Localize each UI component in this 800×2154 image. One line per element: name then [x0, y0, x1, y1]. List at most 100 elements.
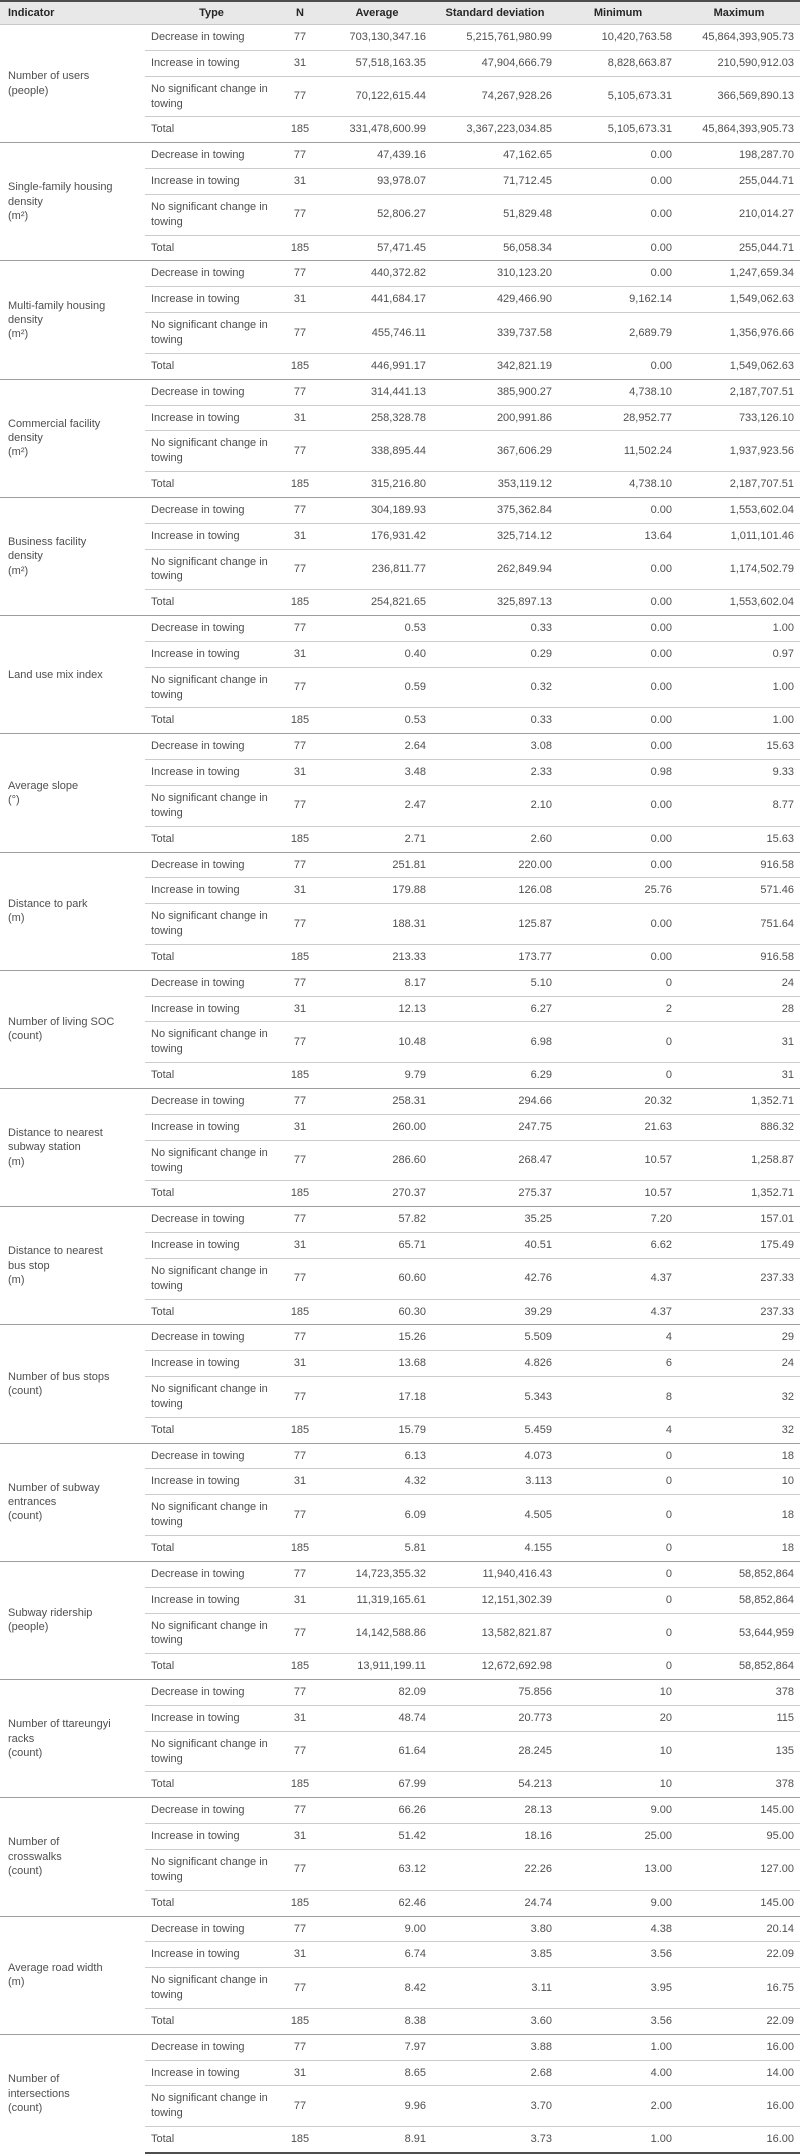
min-cell: 0: [558, 1560, 678, 1588]
n-cell: 77: [278, 1848, 322, 1891]
table-row: Total 185 331,478,600.99 3,367,223,034.85 5,…: [0, 116, 800, 143]
type-cell: Total: [145, 589, 278, 616]
min-cell: 0.00: [558, 785, 678, 827]
type-cell: Decrease in towing: [145, 1797, 278, 1824]
type-cell: Total: [145, 825, 278, 853]
n-cell: 31: [278, 1468, 322, 1495]
min-cell: 6.62: [558, 1232, 678, 1259]
average-cell: 14,723,355.32: [322, 1560, 432, 1588]
n-cell: 31: [278, 877, 322, 904]
table-row: Total 185 13,911,199.11 12,672,692.98 0 58,85…: [0, 1653, 800, 1680]
n-cell: 77: [278, 260, 322, 287]
average-cell: 3.48: [322, 759, 432, 786]
max-cell: 16.00: [678, 2126, 800, 2154]
min-cell: 0.00: [558, 615, 678, 642]
max-cell: 58,852,864: [678, 1560, 800, 1588]
table-row: Distance to nearest bus stop (m) Decrease…: [0, 1206, 800, 1325]
average-cell: 0.53: [322, 615, 432, 642]
indicator-cell: Number of subway entrances (count): [0, 1442, 145, 1562]
type-cell: No significant change in towing: [145, 430, 278, 472]
sd-cell: 126.08: [432, 877, 558, 904]
type-cell: Total: [145, 1535, 278, 1562]
n-cell: 31: [278, 1941, 322, 1968]
type-cell: Total: [145, 1180, 278, 1207]
average-cell: 286.60: [322, 1139, 432, 1181]
max-cell: 378: [678, 1771, 800, 1798]
average-cell: 331,478,600.99: [322, 116, 432, 143]
table-row: No significant change in towing 77 236,811…: [0, 548, 800, 590]
table-row: Multi-family housing density (m²) Decreas…: [0, 260, 800, 380]
min-cell: 0: [558, 1062, 678, 1089]
n-cell: 31: [278, 640, 322, 668]
sd-cell: 3,367,223,034.85: [432, 116, 558, 143]
max-cell: 8.77: [678, 785, 800, 827]
type-cell: No significant change in towing: [145, 1612, 278, 1654]
n-cell: 185: [278, 2126, 322, 2154]
table-row: Number of bus stops (count) Decrease in t…: [0, 1324, 800, 1444]
type-cell: Total: [145, 1653, 278, 1680]
max-cell: 886.32: [678, 1113, 800, 1141]
table-row: Single-family housing density (m²) Decrea…: [0, 142, 800, 261]
min-cell: 8,828,663.87: [558, 49, 678, 77]
sd-cell: 39.29: [432, 1298, 558, 1325]
table-row: Total 185 254,821.65 325,897.13 0.00 1,553,60…: [0, 589, 800, 616]
type-cell: No significant change in towing: [145, 1494, 278, 1536]
type-cell: No significant change in towing: [145, 1730, 278, 1772]
sd-cell: 4.073: [432, 1442, 558, 1469]
n-cell: 77: [278, 1915, 322, 1942]
sd-cell: 13,582,821.87: [432, 1612, 558, 1654]
indicator-cell: Number of living SOC (count): [0, 969, 145, 1089]
type-cell: No significant change in towing: [145, 1021, 278, 1063]
max-cell: 378: [678, 1679, 800, 1706]
type-cell: Increase in towing: [145, 1586, 278, 1614]
sd-cell: 325,714.12: [432, 522, 558, 550]
type-cell: Decrease in towing: [145, 496, 278, 524]
max-cell: 1,011,101.46: [678, 522, 800, 550]
table-row: Increase in towing 31 65.71 40.51 6.62 175.49: [0, 1232, 800, 1259]
table-row: No significant change in towing 77 2.47 2.1…: [0, 785, 800, 827]
min-cell: 0: [558, 1586, 678, 1614]
max-cell: 1,553,602.04: [678, 496, 800, 524]
type-cell: Total: [145, 2007, 278, 2035]
indicator-cell: Number of crosswalks (count): [0, 1797, 145, 1916]
type-cell: No significant change in towing: [145, 785, 278, 827]
average-cell: 10.48: [322, 1021, 432, 1063]
type-cell: No significant change in towing: [145, 75, 278, 117]
indicator-cell: Average road width (m): [0, 1915, 145, 2035]
n-cell: 185: [278, 1180, 322, 1207]
min-cell: 11,502.24: [558, 430, 678, 472]
min-cell: 0: [558, 1494, 678, 1536]
type-cell: Decrease in towing: [145, 615, 278, 642]
n-cell: 77: [278, 1730, 322, 1772]
table-row: No significant change in towing 77 60.60 42…: [0, 1257, 800, 1300]
average-cell: 440,372.82: [322, 260, 432, 287]
average-cell: 51.42: [322, 1823, 432, 1850]
average-cell: 446,991.17: [322, 352, 432, 380]
type-cell: Total: [145, 1771, 278, 1798]
max-cell: 45,864,393,905.73: [678, 24, 800, 51]
max-cell: 14.00: [678, 2059, 800, 2086]
indicator-cell: Multi-family housing density (m²): [0, 260, 145, 380]
sd-cell: 4.155: [432, 1535, 558, 1562]
n-cell: 31: [278, 759, 322, 786]
max-cell: 145.00: [678, 1797, 800, 1824]
sd-cell: 71,712.45: [432, 168, 558, 195]
max-cell: 237.33: [678, 1298, 800, 1325]
type-cell: No significant change in towing: [145, 2085, 278, 2127]
n-cell: 185: [278, 2007, 322, 2035]
max-cell: 28: [678, 995, 800, 1022]
table-row: Increase in towing 31 57,518,163.35 47,904,…: [0, 49, 800, 77]
sd-cell: 3.70: [432, 2085, 558, 2127]
column-header-average: Average: [322, 0, 432, 25]
min-cell: 10.57: [558, 1139, 678, 1181]
average-cell: 8.65: [322, 2059, 432, 2086]
min-cell: 10.57: [558, 1180, 678, 1207]
min-cell: 28,952.77: [558, 404, 678, 431]
n-cell: 31: [278, 286, 322, 313]
max-cell: 10: [678, 1468, 800, 1495]
min-cell: 0: [558, 1468, 678, 1495]
sd-cell: 247.75: [432, 1113, 558, 1141]
type-cell: Total: [145, 1889, 278, 1916]
table-row: Increase in towing 31 260.00 247.75 21.63 886…: [0, 1113, 800, 1141]
min-cell: 9,162.14: [558, 286, 678, 313]
